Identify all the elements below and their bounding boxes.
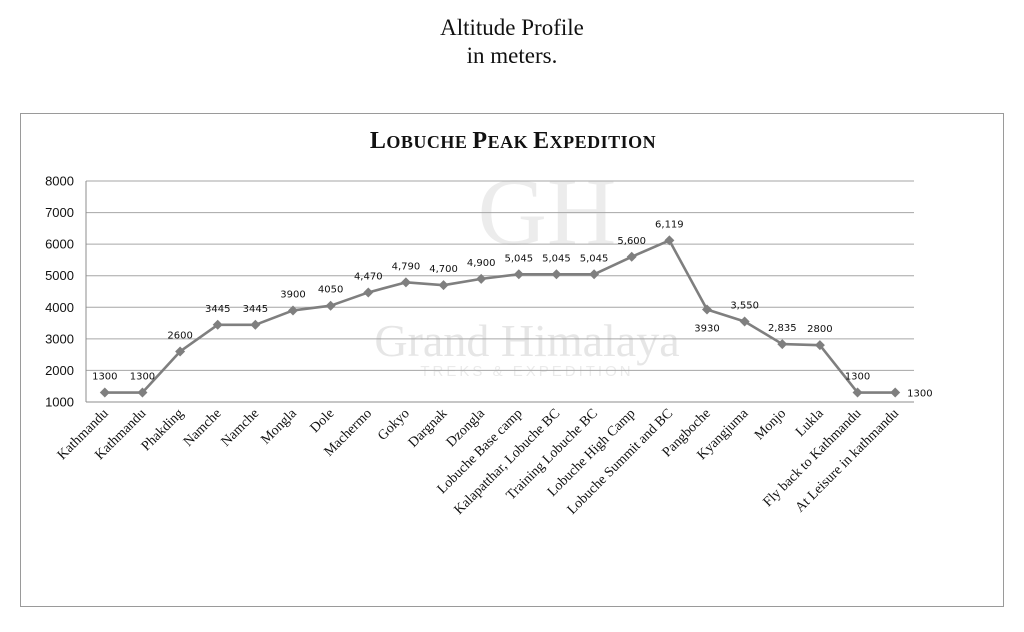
data-point bbox=[551, 269, 562, 280]
series-altitude bbox=[99, 235, 901, 398]
header-line-2: in meters. bbox=[466, 43, 558, 68]
data-point bbox=[212, 319, 223, 330]
data-label: 6,119 bbox=[655, 219, 684, 230]
x-tick-label: Phakding bbox=[139, 406, 187, 454]
data-label: 1300 bbox=[845, 372, 870, 383]
y-tick-label: 6000 bbox=[45, 237, 74, 252]
data-label: 2,835 bbox=[768, 323, 797, 334]
y-tick-label: 4000 bbox=[45, 300, 74, 315]
data-label: 1300 bbox=[130, 372, 155, 383]
y-tick-label: 3000 bbox=[45, 331, 74, 346]
data-point bbox=[99, 387, 110, 398]
data-label: 5,045 bbox=[580, 253, 609, 264]
data-point bbox=[702, 304, 712, 315]
data-point bbox=[363, 287, 374, 298]
series-line bbox=[104, 239, 896, 394]
page-header: Altitude Profile in meters. bbox=[0, 14, 1024, 70]
chart-frame: GH Grand Himalaya TREKS & EXPEDITION LOB… bbox=[20, 113, 1004, 607]
y-tick-label: 7000 bbox=[45, 205, 74, 220]
data-point bbox=[288, 305, 298, 316]
data-point bbox=[589, 269, 600, 280]
data-point bbox=[777, 339, 788, 350]
x-tick-label: Monjo bbox=[752, 406, 789, 443]
y-axis: 1000 2000 3000 4000 5000 6000 7000 8000 bbox=[45, 174, 87, 410]
watermark: GH Grand Himalaya TREKS & EXPEDITION bbox=[374, 158, 679, 380]
data-point bbox=[250, 319, 261, 330]
data-label: 3,550 bbox=[730, 300, 759, 311]
data-label: 4050 bbox=[318, 285, 343, 296]
data-labels: 1300 1300 2600 3445 3445 3900 4050 4,470 4,790 4,… bbox=[92, 219, 933, 399]
data-label: 5,045 bbox=[504, 253, 533, 264]
data-label: 5,600 bbox=[617, 236, 646, 247]
data-point bbox=[513, 269, 524, 280]
data-point bbox=[739, 316, 750, 327]
x-tick-label: Mongla bbox=[258, 406, 300, 448]
data-point bbox=[664, 235, 675, 246]
y-tick-label: 1000 bbox=[45, 395, 74, 410]
y-tick-label: 5000 bbox=[45, 268, 74, 283]
data-point bbox=[476, 273, 487, 284]
data-label: 3930 bbox=[694, 323, 719, 334]
data-label: 5,045 bbox=[542, 253, 571, 264]
x-axis: KathmanduKathmanduPhakdingNamcheNamcheMo… bbox=[55, 401, 914, 518]
watermark-monogram: GH bbox=[478, 158, 617, 265]
data-point bbox=[175, 346, 186, 357]
data-point bbox=[137, 387, 148, 398]
data-point bbox=[626, 251, 637, 262]
x-tick-label: Lukla bbox=[793, 406, 827, 440]
data-point bbox=[325, 300, 336, 311]
data-label: 4,900 bbox=[467, 258, 496, 269]
data-label: 2600 bbox=[167, 330, 192, 341]
data-label: 1300 bbox=[92, 372, 117, 383]
data-label: 1300 bbox=[907, 389, 932, 400]
data-label: 3445 bbox=[243, 304, 268, 315]
watermark-brand: Grand Himalaya bbox=[374, 315, 679, 366]
x-tick-label: Dargnak bbox=[406, 406, 451, 451]
data-point bbox=[814, 340, 825, 351]
data-label: 2800 bbox=[807, 324, 832, 335]
data-label: 4,790 bbox=[392, 261, 421, 272]
data-label: 3445 bbox=[205, 304, 230, 315]
data-point bbox=[852, 387, 863, 398]
y-tick-label: 2000 bbox=[45, 363, 74, 378]
watermark-tagline: TREKS & EXPEDITION bbox=[420, 363, 633, 380]
y-tick-label: 8000 bbox=[45, 174, 74, 189]
x-tick-label: Namche bbox=[219, 406, 263, 450]
data-point bbox=[400, 277, 411, 288]
x-tick-label: Namche bbox=[181, 406, 225, 450]
data-point bbox=[438, 280, 449, 291]
x-tick-label: Dole bbox=[308, 406, 338, 436]
chart-title: LOBUCHE PEAK EXPEDITION bbox=[370, 128, 656, 154]
altitude-line-chart: GH Grand Himalaya TREKS & EXPEDITION LOB… bbox=[45, 128, 933, 518]
data-label: 3900 bbox=[280, 289, 305, 300]
data-label: 4,470 bbox=[354, 271, 383, 282]
data-point bbox=[890, 387, 901, 398]
data-label: 4,700 bbox=[429, 264, 458, 275]
header-line-1: Altitude Profile bbox=[440, 15, 584, 40]
